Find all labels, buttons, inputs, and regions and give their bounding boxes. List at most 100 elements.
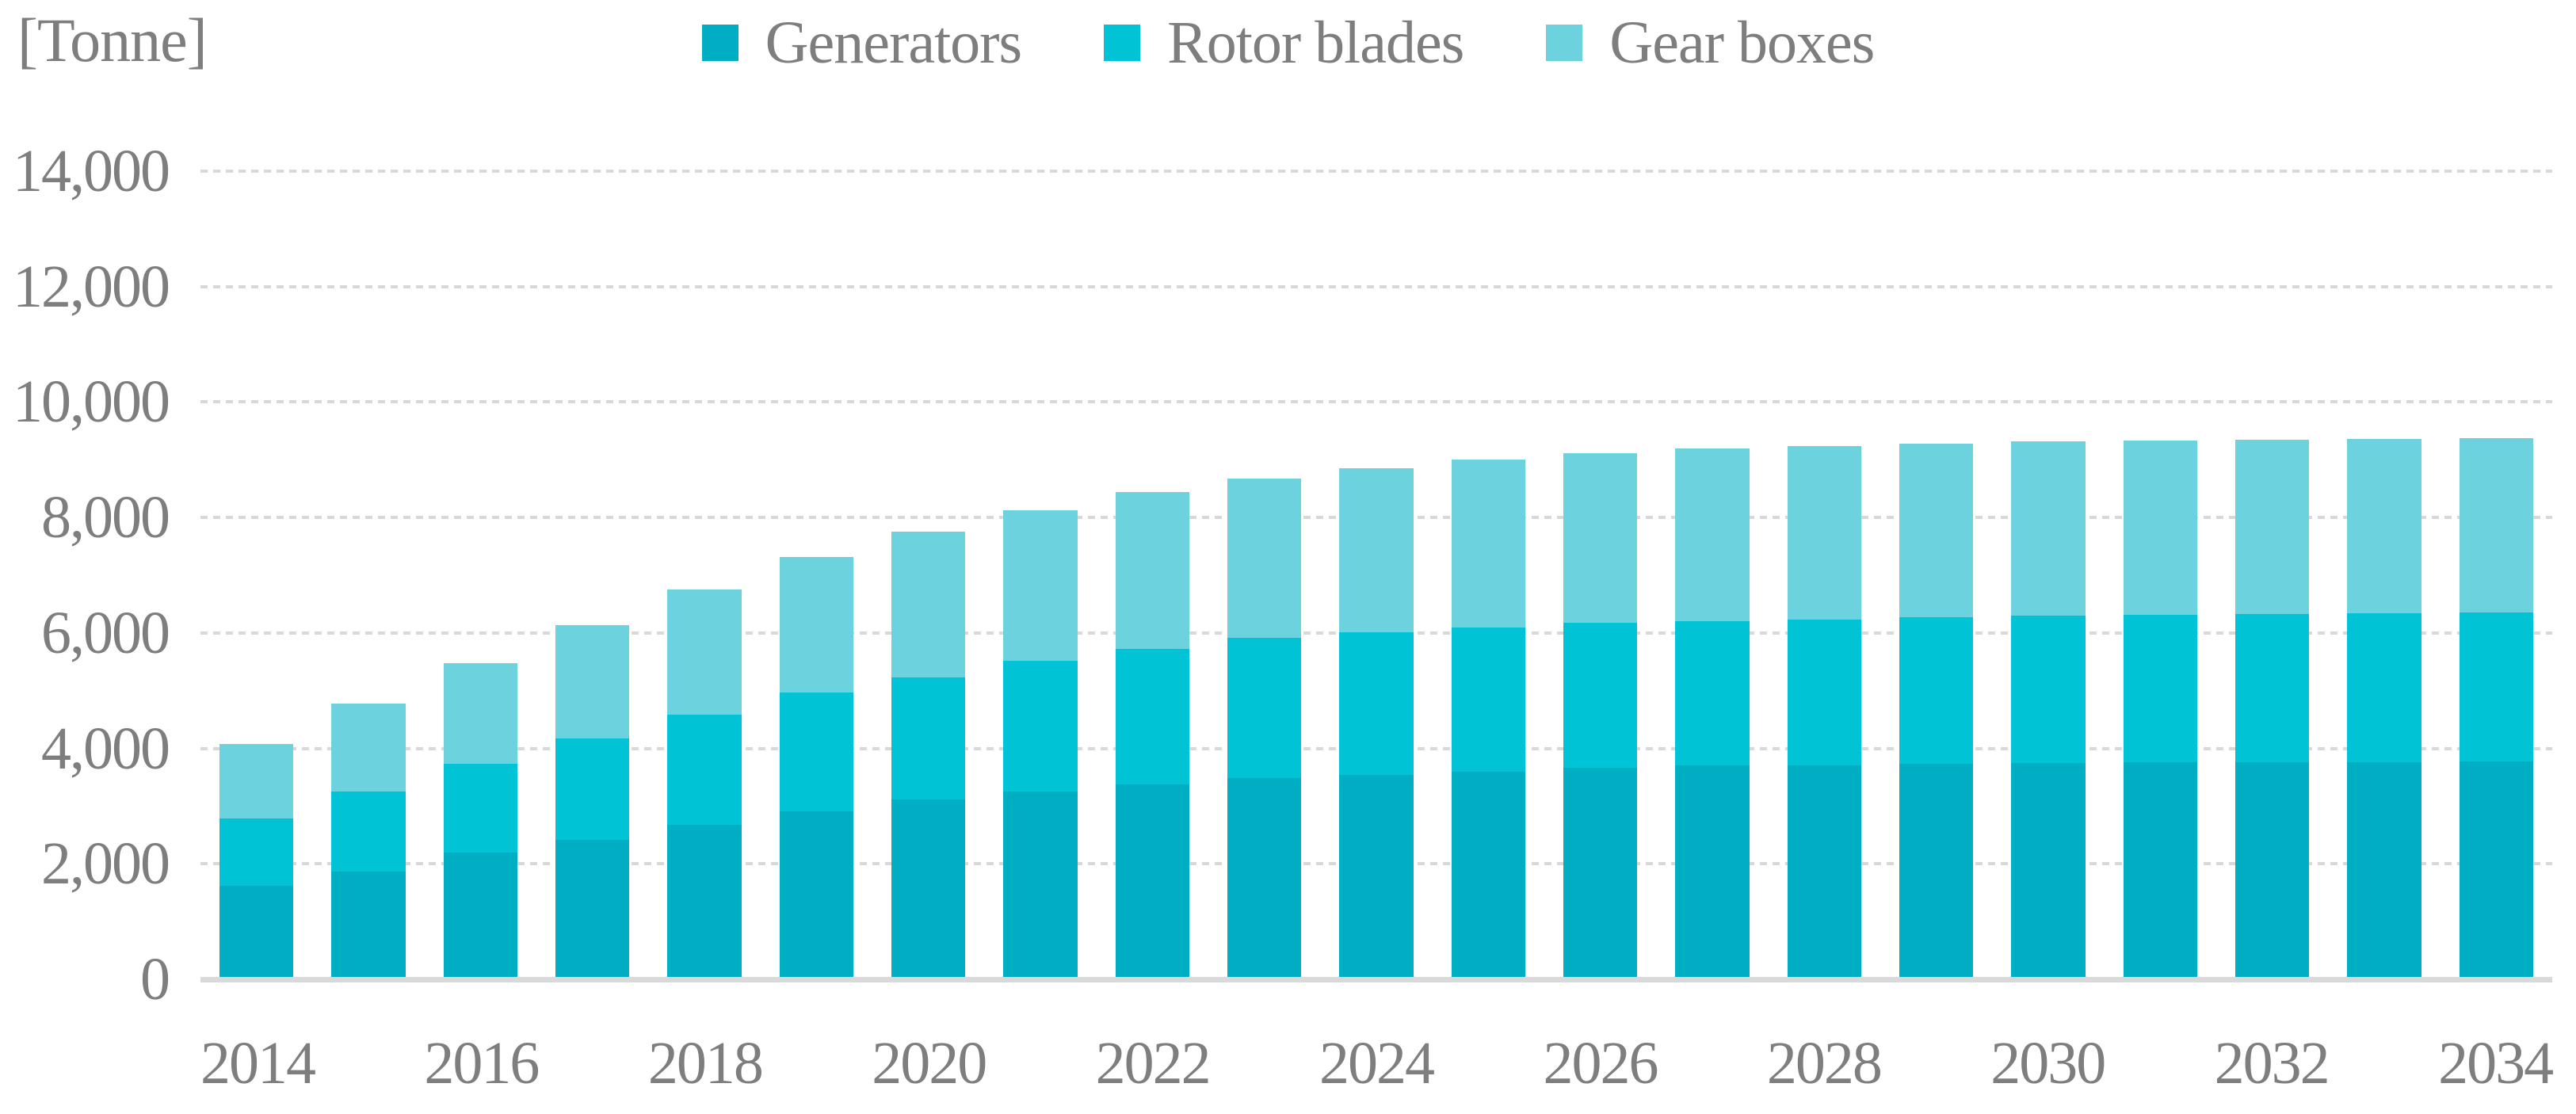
x-tick-spacer — [762, 1032, 872, 1098]
bar-segment-rotor-blades-2020[interactable] — [891, 677, 966, 800]
bar-segment-gear-boxes-2016[interactable] — [443, 662, 517, 764]
bar-segment-rotor-blades-2019[interactable] — [779, 692, 853, 811]
bar-2021 — [1003, 509, 1078, 979]
bar-segment-rotor-blades-2015[interactable] — [331, 792, 406, 872]
bar-segment-rotor-blades-2025[interactable] — [1451, 628, 1525, 772]
bar-segment-generators-2016[interactable] — [443, 853, 517, 979]
bar-segment-generators-2017[interactable] — [555, 839, 630, 979]
bar-segment-gear-boxes-2032[interactable] — [2234, 439, 2310, 614]
bar-segment-rotor-blades-2024[interactable] — [1339, 632, 1414, 776]
bar-segment-rotor-blades-2022[interactable] — [1115, 649, 1189, 784]
bar-2026 — [1563, 452, 1638, 979]
x-tick-label-2030: 2030 — [1990, 1030, 2106, 1097]
bar-segment-rotor-blades-2017[interactable] — [555, 738, 630, 840]
bar-segment-rotor-blades-2023[interactable] — [1227, 637, 1302, 779]
bar-segment-gear-boxes-2018[interactable] — [667, 589, 742, 715]
bar-segment-gear-boxes-2028[interactable] — [1787, 445, 1861, 620]
gridline-12000 — [200, 284, 2552, 288]
bar-segment-gear-boxes-2024[interactable] — [1339, 467, 1414, 633]
bar-slot-2015 — [312, 171, 424, 979]
bar-segment-generators-2033[interactable] — [2347, 761, 2421, 979]
bar-slot-2029 — [1880, 171, 1992, 979]
bar-segment-rotor-blades-2016[interactable] — [443, 763, 517, 853]
bar-segment-generators-2025[interactable] — [1451, 771, 1525, 979]
bar-segment-gear-boxes-2034[interactable] — [2459, 437, 2533, 613]
bar-segment-generators-2026[interactable] — [1563, 767, 1638, 979]
bar-segment-rotor-blades-2027[interactable] — [1675, 621, 1750, 766]
bar-slot-2024 — [1320, 171, 1432, 979]
bar-2027 — [1675, 448, 1750, 979]
bar-segment-rotor-blades-2031[interactable] — [2123, 614, 2197, 763]
bar-segment-gear-boxes-2031[interactable] — [2123, 441, 2197, 615]
bar-slot-2031 — [2105, 171, 2216, 979]
bar-segment-generators-2032[interactable] — [2234, 761, 2310, 979]
bar-segment-gear-boxes-2026[interactable] — [1563, 452, 1638, 624]
bar-segment-generators-2022[interactable] — [1115, 784, 1189, 979]
bar-segment-gear-boxes-2033[interactable] — [2347, 438, 2421, 614]
bar-segment-rotor-blades-2033[interactable] — [2347, 613, 2421, 762]
bar-segment-rotor-blades-2021[interactable] — [1003, 660, 1078, 792]
bar-segment-gear-boxes-2021[interactable] — [1003, 509, 1078, 661]
y-tick-label-4000: 4,000 — [41, 715, 170, 782]
x-tick-spacer — [986, 1032, 1095, 1098]
x-tick-spacer — [1210, 1032, 1319, 1098]
bar-segment-gear-boxes-2030[interactable] — [2011, 441, 2086, 616]
bar-segment-generators-2021[interactable] — [1003, 791, 1078, 979]
x-tick-label-2024: 2024 — [1319, 1030, 1435, 1097]
x-axis-line — [200, 977, 2552, 982]
legend-item-rotor-blades[interactable]: Rotor blades — [1104, 11, 1464, 74]
bar-segment-rotor-blades-2028[interactable] — [1787, 619, 1861, 765]
bar-slot-2025 — [1433, 171, 1544, 979]
bar-segment-gear-boxes-2017[interactable] — [555, 625, 630, 739]
y-tick-label-2000: 2,000 — [41, 830, 170, 898]
bar-segment-rotor-blades-2014[interactable] — [219, 818, 294, 886]
bar-slot-2022 — [1097, 171, 1208, 979]
bar-slot-2014 — [200, 171, 312, 979]
bar-segment-rotor-blades-2032[interactable] — [2234, 613, 2310, 762]
bar-slot-2019 — [761, 171, 872, 979]
bar-segment-gear-boxes-2015[interactable] — [331, 703, 406, 792]
x-tick-label-2014: 2014 — [200, 1030, 316, 1097]
bar-slot-2026 — [1544, 171, 1656, 979]
bar-segment-generators-2031[interactable] — [2123, 762, 2197, 979]
bar-2016 — [443, 662, 517, 979]
bar-segment-generators-2029[interactable] — [1899, 763, 1974, 979]
x-tick-label-2016: 2016 — [424, 1030, 540, 1097]
bar-segment-generators-2023[interactable] — [1227, 778, 1302, 979]
bar-segment-gear-boxes-2022[interactable] — [1115, 492, 1189, 650]
legend-item-gear-boxes[interactable]: Gear boxes — [1546, 11, 1875, 74]
legend-swatch-gear-boxes — [1546, 25, 1583, 61]
bar-segment-generators-2015[interactable] — [331, 871, 406, 979]
bar-segment-gear-boxes-2020[interactable] — [891, 532, 966, 677]
x-tick-spacer — [315, 1032, 424, 1098]
bar-segment-rotor-blades-2026[interactable] — [1563, 623, 1638, 768]
bar-segment-gear-boxes-2014[interactable] — [219, 743, 294, 819]
bar-slot-2028 — [1769, 171, 1880, 979]
bar-2034 — [2459, 437, 2533, 979]
bar-segment-generators-2034[interactable] — [2459, 761, 2533, 979]
bar-segment-generators-2028[interactable] — [1787, 765, 1861, 979]
bar-segment-generators-2018[interactable] — [667, 825, 742, 979]
bar-segment-gear-boxes-2029[interactable] — [1899, 443, 1974, 618]
bar-segment-gear-boxes-2027[interactable] — [1675, 448, 1750, 622]
bar-segment-rotor-blades-2034[interactable] — [2459, 612, 2533, 761]
bar-segment-rotor-blades-2030[interactable] — [2011, 616, 2086, 764]
bar-2030 — [2011, 441, 2086, 979]
bar-segment-rotor-blades-2018[interactable] — [667, 715, 742, 826]
y-tick-label-8000: 8,000 — [41, 484, 170, 551]
bar-segment-rotor-blades-2029[interactable] — [1899, 617, 1974, 764]
bar-segment-generators-2030[interactable] — [2011, 763, 2086, 979]
y-axis-unit-label: [Tonne] — [17, 6, 208, 74]
bar-segment-gear-boxes-2019[interactable] — [779, 557, 853, 692]
bar-segment-generators-2019[interactable] — [779, 811, 853, 979]
legend-item-generators[interactable]: Generators — [701, 11, 1022, 74]
bar-2015 — [331, 703, 406, 979]
bar-segment-generators-2027[interactable] — [1675, 765, 1750, 979]
bar-segment-generators-2020[interactable] — [891, 799, 966, 979]
bar-segment-generators-2014[interactable] — [219, 885, 294, 979]
bar-segment-generators-2024[interactable] — [1339, 775, 1414, 979]
bar-slot-2020 — [872, 171, 984, 979]
bar-segment-gear-boxes-2023[interactable] — [1227, 479, 1302, 638]
bar-slot-2033 — [2328, 171, 2440, 979]
bar-segment-gear-boxes-2025[interactable] — [1451, 459, 1525, 628]
